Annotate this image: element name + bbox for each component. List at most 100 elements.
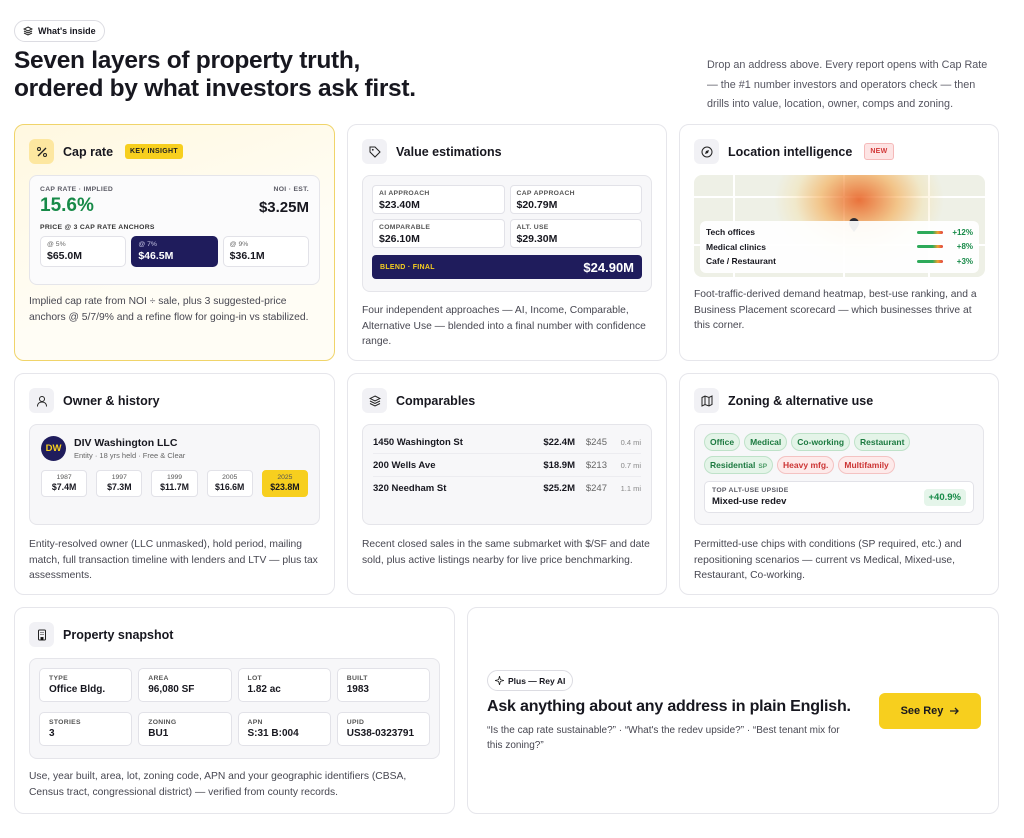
metric-value: $3.25M — [258, 199, 309, 216]
field-value: 3 — [49, 728, 55, 739]
card-title: Owner & history — [63, 393, 160, 408]
field-label: APN — [247, 719, 263, 726]
timeline-box: 1987 $7.4M — [41, 470, 88, 497]
arrow-icon — [950, 707, 960, 715]
location-card: Location intelligence NEW Tech offices +1… — [679, 124, 999, 361]
blend-value: $24.90M — [583, 259, 634, 275]
new-tag: NEW — [864, 143, 894, 160]
comp-ppsf: $247 — [585, 482, 607, 494]
key-insight-tag: KEY INSIGHT — [125, 144, 183, 159]
approach-label: COMPARABLE — [379, 224, 431, 231]
comp-price: $25.2M — [543, 482, 575, 494]
demand-change: +8% — [956, 242, 973, 252]
owner-card: Owner & history DW DIV Washington LLC Ent… — [14, 373, 335, 595]
value-card: Value estimations AI APPROACH $23.40M CAP … — [347, 124, 667, 361]
card-description: Permitted-use chips with conditions (SP … — [694, 539, 962, 582]
field-value: Office Bldg. — [49, 684, 106, 695]
timeline-box: 2025 $23.8M — [261, 470, 309, 497]
card-title: Location intelligence — [728, 144, 853, 159]
approach-box: CAP APPROACH $20.79M — [509, 185, 642, 214]
rey-card: Plus — Rey AI Ask anything about any add… — [467, 607, 999, 814]
icon — [29, 622, 54, 647]
anchor-value: $36.1M — [229, 250, 265, 262]
card-header: Cap rate KEY INSIGHT — [29, 139, 183, 164]
anchors-label: PRICE @ 3 CAP RATE ANCHORS — [40, 224, 155, 231]
snapshot-panel: TYPE Office Bldg. AREA 96,080 SF LOT 1.82 ac B… — [29, 658, 440, 759]
section-description: Drop an address above. Every report open… — [707, 59, 988, 110]
chip-label: Medical — [750, 437, 782, 447]
permitted-chip: Medical — [744, 433, 788, 451]
timeline-value: $11.7M — [160, 482, 189, 492]
anchor-box: @ 9% $36.1M — [222, 236, 309, 267]
anchor-box: @ 7% $46.5M — [131, 236, 218, 267]
see-rey-button[interactable]: See Rey — [879, 693, 981, 729]
badge-text: What's inside — [38, 26, 96, 36]
timeline-year: 1999 — [166, 474, 183, 481]
timeline-value: $16.6M — [215, 482, 245, 492]
timeline-box: 1999 $11.7M — [151, 470, 198, 497]
metrics-row: CAP RATE · IMPLIED 15.6% NOI · EST. $3.25M — [40, 186, 309, 217]
layers-icon — [368, 394, 381, 407]
icon — [362, 388, 387, 413]
anchor-value: $65.0M — [47, 250, 83, 262]
field-value: BU1 — [148, 728, 169, 739]
owner-avatar: DW — [41, 436, 66, 461]
demand-label: Medical clinics — [706, 241, 766, 252]
approach-box: AI APPROACH $23.40M — [372, 185, 505, 214]
comp-row: 200 Wells Ave $18.9M $213 0.7 mi — [373, 453, 641, 476]
rey-badge: Plus — Rey AI — [487, 670, 574, 691]
approaches: AI APPROACH $23.40M CAP APPROACH $20.79M COM… — [372, 185, 642, 248]
timeline-year: 2005 — [222, 474, 238, 481]
permitted-chip: Office — [704, 433, 741, 451]
field-value: US38-0323791 — [346, 728, 415, 739]
upside-value: +40.9% — [923, 488, 966, 506]
restricted-chip: Multifamily — [838, 456, 895, 474]
approach-value: $29.30M — [516, 233, 558, 245]
field-box: AREA 96,080 SF — [138, 668, 232, 702]
demand-bar — [917, 245, 943, 249]
anchor-label: @ 7% — [138, 241, 157, 248]
blend-label: BLEND · FINAL — [380, 263, 435, 271]
tag-icon — [369, 146, 381, 158]
approach-label: CAP APPROACH — [516, 190, 575, 197]
field-value: 1983 — [346, 684, 369, 695]
field-value: 1.82 ac — [247, 684, 281, 695]
owner-name: DIV Washington LLC — [74, 437, 178, 449]
permitted-chip: Residential SP — [704, 456, 774, 474]
restricted-chip: Heavy mfg. — [777, 456, 835, 474]
owner-identity: DW DIV Washington LLC Entity · 18 yrs hel… — [41, 436, 308, 461]
person-icon — [36, 395, 47, 407]
timeline: 1987 $7.4M 1997 $7.3M 1999 $11.7M 2005 $16.6M 20… — [41, 470, 309, 497]
comps-panel: 1450 Washington St $22.4M $245 0.4 mi 200 We… — [362, 424, 652, 525]
card-description: Use, year built, area, lot, zoning code,… — [29, 771, 407, 798]
card-header: Location intelligence NEW — [694, 139, 894, 164]
icon — [362, 139, 387, 164]
timeline-value: $7.3M — [107, 482, 132, 492]
chip-label: Restaurant — [860, 437, 905, 447]
metric-label: CAP RATE · IMPLIED — [40, 186, 114, 193]
chip-label: Residential — [710, 460, 756, 470]
demand-row: Tech offices +12% — [706, 225, 973, 240]
timeline-year: 1997 — [111, 474, 127, 481]
field-label: AREA — [148, 675, 169, 682]
approach-label: ALT. USE — [516, 224, 549, 231]
approach-value: $20.79M — [516, 199, 558, 211]
comp-distance: 0.7 mi — [620, 460, 641, 470]
card-header: Property snapshot — [29, 622, 173, 647]
chip-label: Co-working — [797, 437, 845, 447]
owner-panel: DW DIV Washington LLC Entity · 18 yrs hel… — [29, 424, 320, 525]
section-badge: What's inside — [14, 20, 105, 42]
comp-distance: 1.1 mi — [620, 483, 641, 493]
field-label: STORIES — [49, 719, 81, 726]
field-box: LOT 1.82 ac — [237, 668, 331, 702]
card-description: Implied cap rate from NOI ÷ sale, plus 3… — [29, 296, 309, 323]
demand-row: Medical clinics +8% — [706, 240, 973, 255]
title-line: Seven layers of property truth, — [14, 47, 361, 74]
button-text: See Rey — [900, 705, 944, 717]
comp-ppsf: $213 — [585, 459, 607, 471]
rey-badge-text: Plus — Rey AI — [508, 675, 566, 686]
demand-row: Cafe / Restaurant +3% — [706, 254, 973, 269]
card-header: Zoning & alternative use — [694, 388, 873, 413]
title-line: ordered by what investors ask first. — [14, 75, 416, 102]
